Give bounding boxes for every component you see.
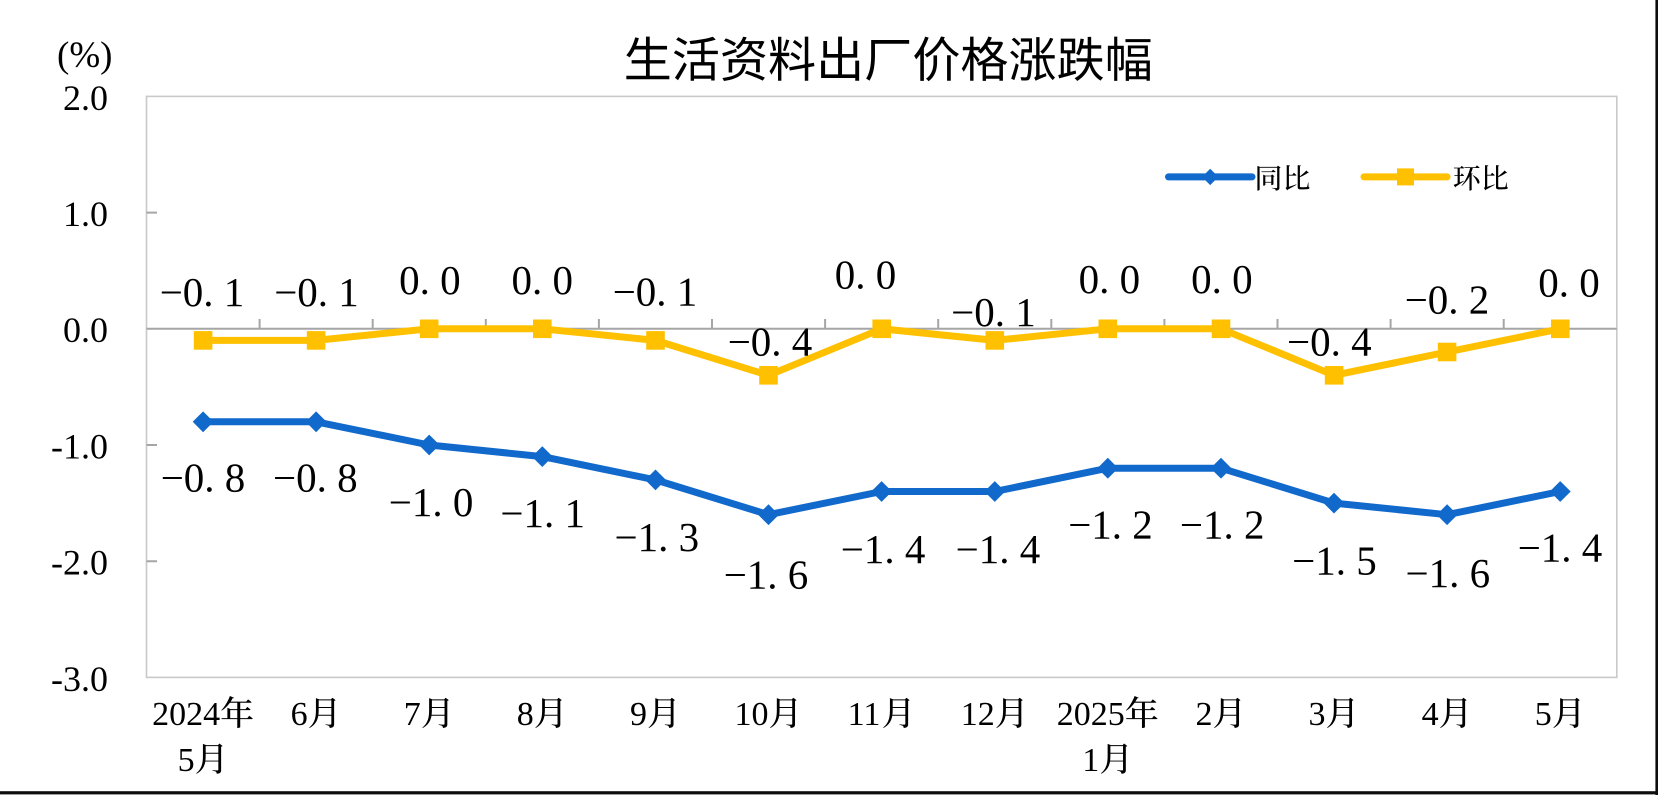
- svg-text:−0. 8: −0. 8: [273, 454, 358, 500]
- svg-text:0. 0: 0. 0: [1538, 260, 1600, 306]
- svg-text:3: 3: [1309, 696, 1326, 733]
- svg-text:−1. 6: −1. 6: [724, 552, 809, 598]
- svg-text:−0. 1: −0. 1: [613, 269, 698, 315]
- svg-text:−0. 1: −0. 1: [951, 289, 1036, 335]
- svg-text:−1. 4: −1. 4: [841, 526, 926, 572]
- svg-text:−1. 2: −1. 2: [1068, 502, 1153, 548]
- svg-text:-1.0: -1.0: [51, 426, 108, 466]
- svg-text:10: 10: [735, 696, 769, 733]
- svg-text:12: 12: [961, 696, 995, 733]
- svg-text:0.0: 0.0: [63, 310, 108, 350]
- svg-text:0. 0: 0. 0: [511, 257, 573, 303]
- svg-text:0. 0: 0. 0: [1191, 256, 1253, 302]
- svg-text:−1. 2: −1. 2: [1180, 502, 1265, 548]
- svg-text:−1. 4: −1. 4: [956, 526, 1041, 572]
- svg-text:8: 8: [517, 696, 534, 733]
- svg-text:1: 1: [1082, 742, 1099, 779]
- svg-text:2025: 2025: [1057, 696, 1125, 733]
- svg-text:−1. 4: −1. 4: [1518, 525, 1603, 571]
- svg-text:−1. 0: −1. 0: [389, 479, 474, 525]
- svg-text:−0. 8: −0. 8: [161, 454, 246, 500]
- svg-text:5: 5: [1535, 696, 1552, 733]
- svg-text:9: 9: [630, 696, 647, 733]
- svg-text:−1. 6: −1. 6: [1405, 550, 1490, 596]
- svg-text:−0. 1: −0. 1: [274, 269, 359, 315]
- svg-text:2: 2: [1196, 696, 1213, 733]
- svg-text:0. 0: 0. 0: [1079, 256, 1141, 302]
- svg-text:5: 5: [178, 742, 195, 779]
- svg-text:−1. 3: −1. 3: [614, 514, 699, 560]
- svg-text:4: 4: [1422, 696, 1439, 733]
- svg-text:−1. 5: −1. 5: [1292, 538, 1377, 584]
- svg-text:7: 7: [404, 696, 421, 733]
- svg-text:2024: 2024: [152, 696, 220, 733]
- svg-text:−0. 1: −0. 1: [160, 269, 245, 315]
- svg-text:(%): (%): [57, 35, 112, 76]
- svg-text:0. 0: 0. 0: [835, 252, 897, 298]
- svg-text:6: 6: [291, 696, 308, 733]
- svg-text:1.0: 1.0: [63, 194, 108, 234]
- svg-text:−1. 1: −1. 1: [500, 490, 585, 536]
- svg-text:−0. 4: −0. 4: [728, 318, 813, 364]
- svg-text:−0. 4: −0. 4: [1287, 318, 1372, 364]
- svg-text:11: 11: [848, 696, 881, 733]
- svg-text:−0. 2: −0. 2: [1405, 277, 1490, 323]
- svg-text:0. 0: 0. 0: [399, 257, 461, 303]
- svg-text:2.0: 2.0: [63, 78, 108, 118]
- svg-text:-2.0: -2.0: [51, 543, 108, 583]
- svg-text:-3.0: -3.0: [51, 659, 108, 699]
